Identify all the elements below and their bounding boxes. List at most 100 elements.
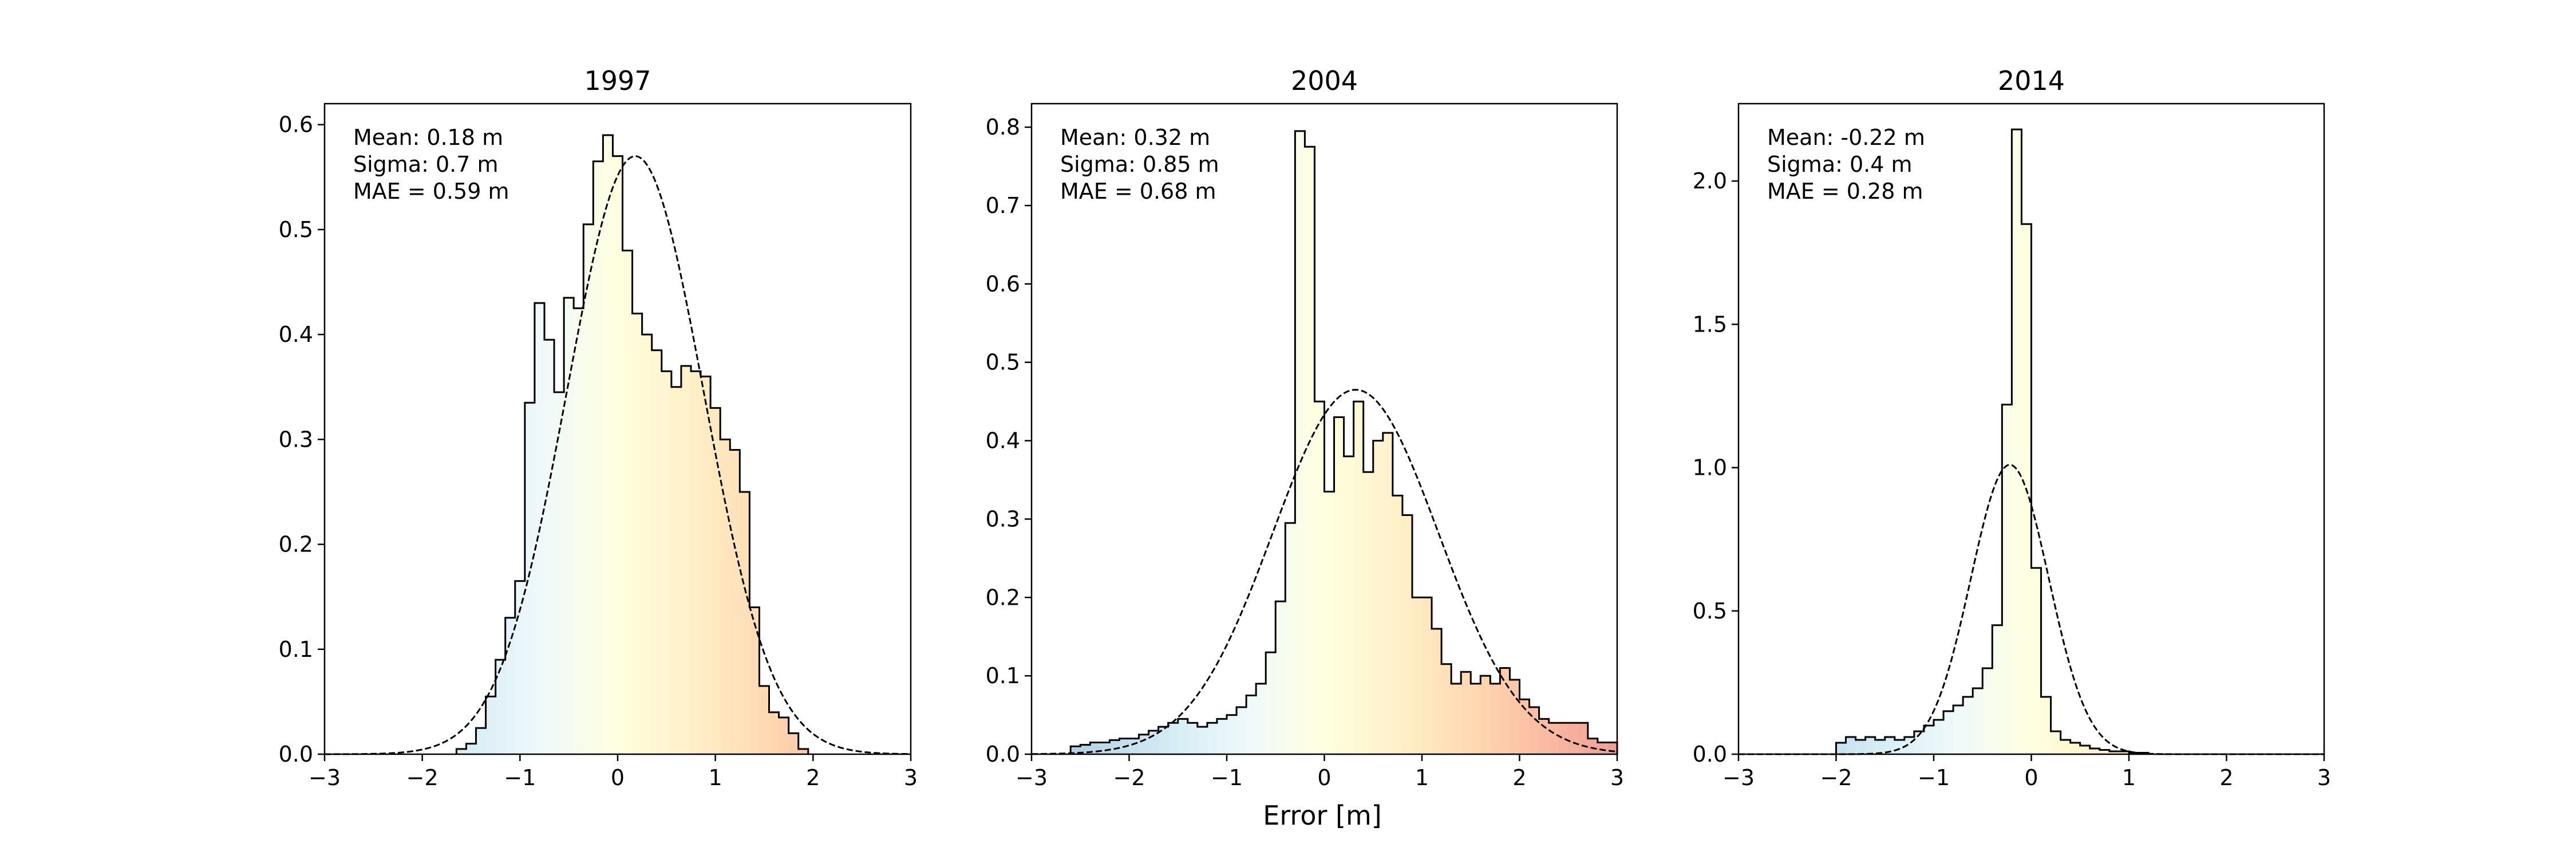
- stats-annotation: Mean: 0.32 m: [1060, 125, 1210, 150]
- histogram-bar: [524, 403, 535, 754]
- histogram-bar: [544, 340, 555, 754]
- x-tick-label: 0: [1317, 765, 1331, 790]
- histogram-outline: [1835, 128, 2150, 754]
- histogram-bar: [1402, 515, 1413, 754]
- histogram-bar: [476, 728, 487, 754]
- histogram-bar: [1480, 676, 1491, 754]
- histogram-outline: [455, 134, 809, 754]
- histogram-bar: [1865, 736, 1876, 754]
- histogram-bar: [564, 297, 574, 754]
- y-tick-label: 0.5: [986, 350, 1020, 375]
- histogram-bar: [1207, 723, 1218, 754]
- histogram-bar: [1461, 672, 1471, 754]
- panel-title: 2014: [1998, 65, 2065, 96]
- histogram-bar: [710, 408, 721, 754]
- histogram-bar: [1597, 742, 1608, 754]
- stats-annotation: MAE = 0.59 m: [353, 179, 509, 204]
- histogram-outline: [1069, 130, 1618, 754]
- histogram-bar: [1548, 723, 1559, 754]
- histogram-bar: [613, 156, 623, 754]
- histogram-bar: [2012, 129, 2022, 754]
- y-tick-label: 1.5: [1693, 312, 1727, 337]
- histogram-bar: [1992, 625, 2002, 754]
- histogram-bar: [1363, 472, 1374, 754]
- panel-title: 2004: [1291, 65, 1358, 96]
- x-tick-label: 1: [1415, 765, 1429, 790]
- x-tick-label: −1: [504, 765, 536, 790]
- panel-2004: −3 −2 −1 0 1 2 3 0.0 0.1 0.2 0.3 0.4 0.5 0.6 0.7 0.8 200…: [986, 65, 1625, 790]
- histogram-bar: [1109, 740, 1120, 754]
- y-tick-label: 0.2: [279, 532, 313, 557]
- histogram-bar: [651, 350, 662, 754]
- histogram-bar: [1334, 417, 1345, 754]
- y-tick-label: 0.3: [986, 506, 1020, 531]
- histogram-bar: [1305, 147, 1315, 754]
- histogram-bar: [1382, 432, 1393, 754]
- panel-title: 1997: [584, 65, 651, 96]
- histogram-bar: [759, 685, 770, 754]
- histogram-bar: [1943, 711, 1954, 754]
- x-tick-label: 3: [1610, 765, 1624, 790]
- y-tick-label: 1.0: [1693, 455, 1727, 480]
- histogram-bar: [1934, 719, 1944, 754]
- histogram-bar: [1836, 742, 1847, 754]
- x-tick-label: 0: [2024, 765, 2038, 790]
- histogram-bar: [681, 366, 692, 754]
- histogram-bar: [1178, 719, 1188, 754]
- histogram-bar: [1471, 683, 1481, 754]
- y-tick-label: 0.4: [279, 322, 313, 347]
- histogram-bar: [622, 250, 633, 754]
- histogram-bar: [1578, 723, 1589, 754]
- y-tick-label: 0.1: [986, 663, 1020, 688]
- histogram-bar: [1963, 696, 1973, 754]
- x-tick-label: −1: [1918, 765, 1950, 790]
- x-tick-label: 3: [904, 765, 918, 790]
- histogram-bar: [1914, 731, 1925, 754]
- histogram-bar: [632, 313, 643, 754]
- histogram-bar: [1568, 723, 1579, 754]
- histogram-bar: [1875, 739, 1886, 754]
- panels-layer: −3 −2 −1 0 1 2 3 0.0 0.1 0.2 0.3 0.4 0.5 0.6 1997 Mean:…: [279, 65, 2332, 790]
- x-tick-label: 0: [611, 765, 625, 790]
- histogram-bar: [603, 135, 614, 755]
- y-tick-label: 0.4: [986, 428, 1020, 454]
- histogram-bar: [720, 439, 730, 754]
- stats-annotation: MAE = 0.68 m: [1060, 179, 1216, 204]
- histogram-bar: [1168, 723, 1179, 754]
- histogram-bar: [1529, 707, 1540, 754]
- histogram-bar: [1285, 523, 1295, 754]
- histogram-bar: [1846, 736, 1856, 754]
- y-tick-label: 0.8: [986, 115, 1020, 140]
- histogram-bar: [1982, 668, 1993, 754]
- stats-annotation: Mean: 0.18 m: [353, 125, 503, 150]
- x-tick-label: −2: [406, 765, 438, 790]
- y-tick-label: 0.2: [986, 585, 1020, 610]
- x-tick-label: −1: [1211, 765, 1243, 790]
- histogram-bar: [2070, 742, 2081, 754]
- histogram-bar: [1246, 695, 1257, 754]
- histogram-bar: [1490, 683, 1500, 754]
- x-tick-label: 1: [709, 765, 722, 790]
- histogram-bar: [661, 371, 672, 754]
- x-tick-label: 2: [806, 765, 820, 790]
- histogram-bar: [1500, 668, 1511, 754]
- histogram-bar: [2031, 568, 2042, 754]
- histogram-bar: [1227, 715, 1237, 754]
- y-tick-label: 0.1: [279, 637, 313, 662]
- histogram-bar: [574, 308, 584, 754]
- histogram-bars: [1836, 129, 2149, 754]
- histogram-bar: [2041, 696, 2052, 754]
- stats-annotation: Sigma: 0.4 m: [1767, 152, 1913, 177]
- histogram-bar: [2089, 748, 2100, 754]
- histogram-bar: [691, 371, 701, 754]
- panel-2014: −3 −2 −1 0 1 2 3 0.0 0.5 1.0 1.5 2.0 2014 Mean: -0.22…: [1693, 65, 2332, 790]
- histogram-bar: [1129, 738, 1140, 754]
- stats-annotation: Sigma: 0.7 m: [353, 152, 499, 177]
- histogram-bar: [1266, 652, 1276, 754]
- x-tick-label: −3: [1016, 765, 1048, 790]
- histogram-bar: [495, 660, 506, 754]
- histogram-bar: [769, 712, 780, 754]
- histogram-bar: [1275, 601, 1286, 754]
- histogram-bar: [1884, 736, 1895, 754]
- y-tick-label: 0.0: [279, 742, 313, 767]
